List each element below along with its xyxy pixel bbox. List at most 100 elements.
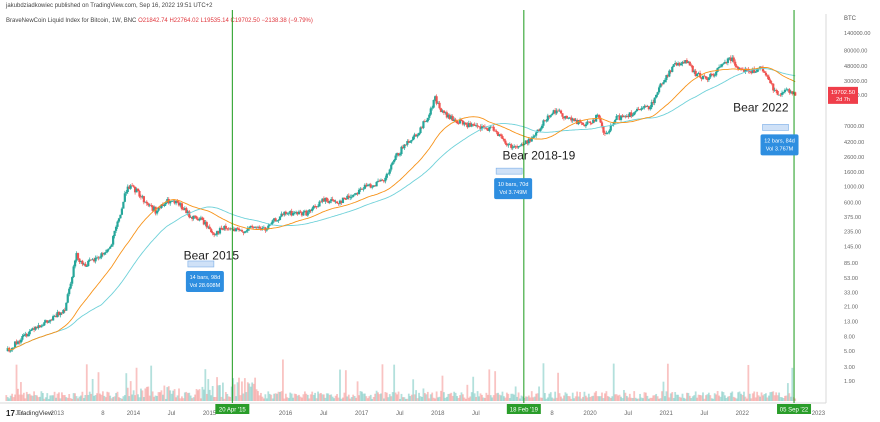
volume-bar	[707, 392, 710, 401]
volume-bar	[413, 394, 416, 401]
candle-body	[87, 260, 90, 267]
candle-body	[723, 61, 727, 64]
volume-bar	[462, 394, 464, 401]
bear-annotation-3: Bear 2022	[733, 100, 789, 114]
volume-bar	[481, 394, 483, 401]
volume-bar	[486, 394, 489, 401]
candle-body	[558, 110, 561, 112]
candle-body	[516, 146, 519, 148]
candle-body	[318, 201, 321, 207]
volume-bar	[596, 396, 599, 401]
candle-body	[126, 186, 129, 192]
marker-date-label-2: 18 Feb '19	[510, 408, 539, 414]
volume-bar	[456, 396, 458, 401]
volume-bar	[604, 393, 606, 401]
volume-bar	[422, 388, 425, 401]
volume-bar	[485, 392, 488, 401]
volume-bar	[245, 392, 248, 401]
candle-body	[417, 133, 421, 136]
candle-body	[95, 257, 99, 259]
volume-bar	[724, 395, 726, 401]
volume-bar	[255, 389, 258, 401]
candle-body	[82, 263, 85, 265]
volume-bar	[296, 395, 299, 401]
candle-body	[97, 257, 100, 259]
volume-bar	[508, 398, 511, 401]
candle-body	[210, 229, 213, 233]
candle-body	[485, 128, 488, 130]
candle-body	[325, 197, 328, 202]
candle-body	[523, 143, 526, 145]
volume-bar	[243, 378, 246, 401]
volume-bar	[109, 395, 112, 401]
candle-body	[400, 146, 403, 155]
volume-bar	[418, 392, 420, 401]
candle-body	[608, 130, 611, 133]
volume-bar	[484, 397, 486, 401]
volume-bar	[590, 396, 593, 401]
volume-bar	[475, 397, 478, 401]
candle-body	[290, 211, 293, 216]
volume-bar	[161, 394, 164, 401]
volume-bar	[293, 393, 296, 401]
volume-bar	[658, 398, 660, 401]
candle-body	[754, 71, 757, 73]
volume-bar	[170, 393, 173, 401]
x-tick-label: Jul	[168, 411, 176, 417]
volume-bar	[340, 398, 343, 401]
volume-bar	[563, 395, 565, 401]
candle-body	[75, 253, 78, 261]
volume-bar	[595, 391, 598, 401]
volume-bar	[309, 394, 312, 401]
candle-body	[123, 193, 126, 202]
candle-body	[491, 126, 494, 128]
candle-body	[574, 119, 577, 121]
candle-body	[666, 75, 669, 77]
candle-body	[419, 127, 422, 134]
candle-body	[526, 140, 529, 144]
candle-body	[507, 144, 510, 146]
candle-body	[696, 73, 699, 77]
candle-body	[63, 309, 66, 311]
candle-body	[215, 231, 219, 235]
volume-bar	[419, 396, 422, 401]
y-tick-label: 5.00	[844, 349, 855, 355]
volume-bar	[167, 386, 170, 401]
volume-bar	[776, 395, 779, 401]
volume-bar	[21, 394, 24, 401]
volume-bar	[151, 391, 154, 401]
volume-bar	[233, 384, 236, 401]
volume-bar	[510, 393, 513, 401]
volume-bar	[560, 396, 562, 401]
candle-body	[756, 69, 759, 72]
volume-bar	[459, 395, 461, 401]
candle-body	[609, 125, 612, 131]
candle-body	[71, 277, 74, 284]
x-tick-label: Jul	[15, 411, 23, 417]
candle-body	[590, 123, 593, 124]
volume-bar	[631, 398, 634, 401]
candle-body	[691, 65, 694, 73]
candle-body	[19, 339, 23, 343]
candle-body	[324, 197, 327, 202]
candle-body	[637, 108, 640, 110]
candle-body	[650, 102, 653, 108]
candle-body	[701, 75, 705, 80]
candle-body	[138, 190, 141, 197]
volume-bar	[258, 395, 261, 401]
candle-body	[663, 79, 667, 83]
volume-bar	[450, 392, 453, 401]
candle-body	[280, 213, 283, 217]
volume-bar	[750, 398, 753, 401]
candle-body	[717, 67, 721, 68]
candle-body	[619, 115, 623, 120]
candle-body	[652, 102, 655, 104]
candle-body	[535, 132, 538, 136]
candle-body	[628, 112, 631, 118]
volume-bar	[375, 390, 378, 401]
volume-bar	[333, 398, 336, 401]
candle-body	[72, 266, 75, 278]
candle-body	[504, 140, 507, 144]
candle-body	[81, 260, 84, 265]
